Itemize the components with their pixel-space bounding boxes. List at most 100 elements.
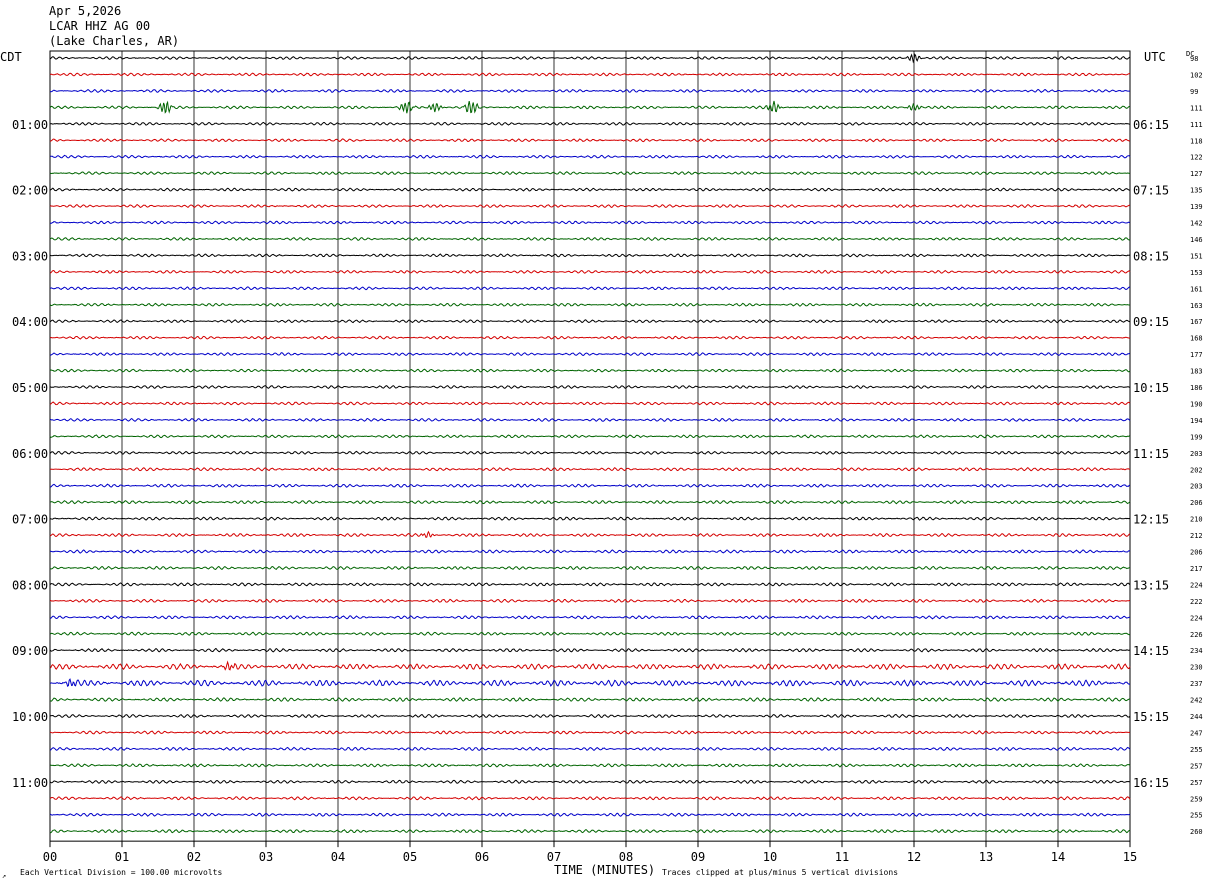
trace-line-26 [50,483,1131,488]
trace-line-35 [49,631,1131,636]
right-hour-label: 12:15 [1133,513,1169,527]
trace-line-24 [49,450,1131,455]
left-hour-label: 07:00 [12,513,48,527]
left-timezone-label: CDT [0,50,22,64]
x-tick-label: 06 [475,850,489,864]
dc-offset-label: 151 [1190,252,1203,260]
left-hour-label: 08:00 [12,578,48,592]
dc-offset-label: 203 [1190,450,1203,458]
trace-line-4 [49,121,1131,126]
trace-line-43 [49,763,1131,768]
dc-offset-label: 222 [1190,598,1203,606]
x-tick-label: 03 [259,850,273,864]
right-hour-label: 08:15 [1133,249,1169,263]
dc-offset-label: 153 [1190,269,1203,277]
dc-offset-label: 224 [1190,614,1203,622]
right-hour-label: 07:15 [1133,184,1169,198]
x-tick-label: 14 [1051,850,1065,864]
trace-line-25 [49,467,1131,472]
trace-line-42 [49,746,1131,752]
dc-offset-label: 99 [1190,88,1198,96]
trace-line-20 [49,384,1131,389]
dc-offset-label: 118 [1190,137,1203,145]
trace-line-21 [49,401,1131,406]
dc-offset-label: 257 [1190,762,1203,770]
dc-offset-label: 183 [1190,368,1203,376]
dc-offset-label: 127 [1190,170,1203,178]
trace-line-31 [49,565,1131,571]
right-hour-label: 16:15 [1133,776,1169,790]
plot-frame [49,50,1131,842]
trace-line-19 [49,368,1131,373]
trace-line-47 [49,828,1131,834]
dc-offset-label: 247 [1190,729,1203,737]
x-tick-label: 01 [115,850,129,864]
trace-line-30 [49,549,1131,554]
dc-offset-label: 163 [1190,302,1203,310]
left-hour-labels: 01:00 02:00 03:00 04:00 05:00 06:00 07:00 08:00… [12,118,48,790]
time-grid [49,50,1131,842]
x-tick-label: 12 [907,850,921,864]
x-tick-label: 09 [691,850,705,864]
trace-line-28 [49,516,1131,521]
left-hour-label: 10:00 [12,710,48,724]
dc-offset-label: 135 [1190,187,1203,195]
trace-line-46 [49,812,1131,817]
dc-offset-label: 206 [1190,499,1203,507]
dc-offset-label: 237 [1190,680,1203,688]
dc-offset-label: 230 [1190,664,1203,672]
trace-line-17 [49,335,1131,340]
right-hour-labels: 06:15 07:15 08:15 09:15 10:15 11:15 12:15 13:15… [1133,118,1169,790]
trace-line-23 [49,434,1131,439]
dc-offset-label: 257 [1190,779,1203,787]
dc-offset-label: 111 [1190,104,1203,112]
x-tick-label: 05 [403,850,417,864]
trace-line-0 [49,53,1131,64]
dc-offset-label: 199 [1190,433,1203,441]
trace-line-27 [49,500,1131,505]
x-tick-label: 11 [835,850,849,864]
dc-offset-label: 139 [1190,203,1203,211]
dc-offset-label: 224 [1190,581,1203,589]
chart-station: LCAR HHZ AG 00 [49,19,150,33]
dc-offset-label: 194 [1190,417,1203,425]
trace-line-45 [49,796,1131,801]
right-hour-label: 15:15 [1133,710,1169,724]
trace-line-11 [49,236,1131,241]
right-timezone-label: UTC [1144,50,1166,64]
trace-line-6 [49,154,1131,159]
dc-offset-label: 210 [1190,516,1203,524]
dc-offset-label: 167 [1190,318,1203,326]
dc-offset-label: 190 [1190,400,1203,408]
dc-offset-labels: 98 102 99 111 111 118 122 127 135 139 142 146 151 153… [1190,55,1203,836]
dc-offset-label: 146 [1190,236,1203,244]
dc-offset-label: 98 [1190,55,1198,63]
trace-line-40 [49,713,1131,719]
trace-line-7 [49,171,1131,176]
x-tick-label: 04 [331,850,345,864]
chart-location: (Lake Charles, AR) [49,34,179,48]
trace-line-29 [49,530,1131,539]
dc-offset-label: 142 [1190,220,1203,228]
right-hour-label: 06:15 [1133,118,1169,132]
dc-offset-label: 202 [1190,466,1203,474]
x-tick-label: 08 [619,850,633,864]
left-hour-label: 03:00 [12,249,48,263]
dc-offset-label: 161 [1190,285,1203,293]
x-tick-label: 00 [43,850,57,864]
x-tick-label: 15 [1123,850,1137,864]
dc-offset-label: 234 [1190,647,1203,655]
trace-line-15 [49,302,1131,307]
dc-offset-label: 255 [1190,812,1203,820]
trace-line-1 [49,72,1130,77]
trace-line-32 [49,582,1131,587]
trace-line-34 [49,615,1131,620]
trace-line-5 [49,138,1131,143]
trace-line-9 [49,203,1130,208]
right-hour-label: 09:15 [1133,315,1169,329]
dc-offset-label: 203 [1190,483,1203,491]
dc-offset-label: 186 [1190,384,1203,392]
trace-line-10 [49,220,1131,225]
trace-line-39 [49,697,1131,702]
